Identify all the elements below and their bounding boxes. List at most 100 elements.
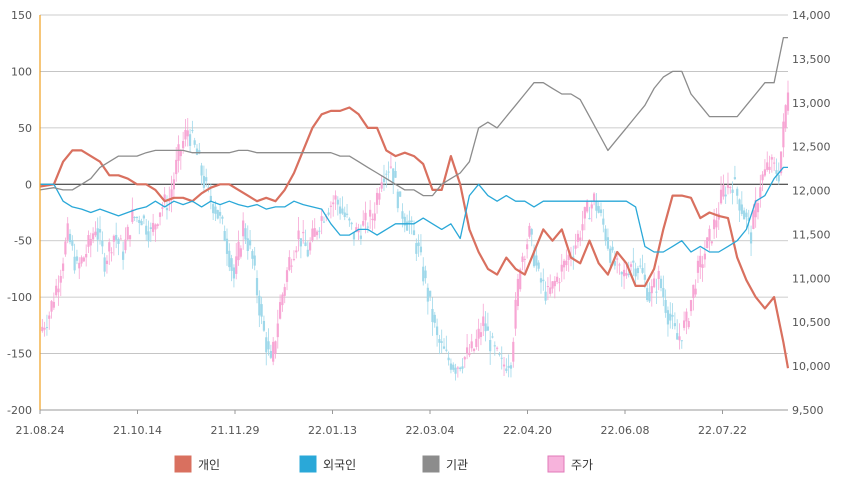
candle-body	[586, 201, 589, 212]
candle-body	[655, 291, 658, 293]
candle-body	[242, 220, 245, 237]
candle-body	[678, 336, 681, 341]
candle-body	[553, 280, 556, 287]
legend-item: 기관	[422, 455, 468, 473]
candle-body	[696, 260, 700, 273]
candle-body	[156, 224, 159, 227]
candle-body	[632, 260, 635, 263]
candle-body	[588, 218, 591, 220]
candle-body	[188, 134, 192, 146]
candle-body	[299, 238, 302, 247]
candle-body	[498, 353, 501, 355]
legend-label: 외국인	[323, 458, 356, 472]
candle-body	[526, 244, 529, 250]
candle-body	[435, 326, 439, 336]
price-candles	[41, 80, 790, 381]
candle-body	[752, 210, 755, 229]
candle-body	[405, 221, 409, 231]
candle-body	[94, 231, 97, 236]
candle-body	[394, 170, 397, 178]
candle-body	[59, 276, 62, 283]
candle-body	[745, 212, 748, 218]
candle-body	[634, 268, 637, 277]
candle-body	[676, 333, 679, 340]
candle-body	[683, 320, 686, 328]
candle-body	[625, 272, 628, 276]
candle-body	[472, 348, 476, 351]
candle-body	[292, 258, 296, 260]
candle-body	[770, 157, 773, 160]
candle-body	[297, 230, 300, 240]
candle-body	[512, 341, 515, 362]
candle-body	[327, 212, 330, 215]
candle-body	[544, 291, 547, 301]
candle-body	[57, 288, 60, 293]
legend-item: 개인	[174, 455, 220, 473]
candle-body	[131, 209, 134, 222]
candle-body	[362, 221, 365, 226]
candle-body	[703, 253, 706, 260]
candle-body	[98, 229, 102, 233]
x-tick-label: 21.10.14	[113, 424, 162, 437]
candle-body	[334, 195, 337, 200]
candle-body	[590, 204, 593, 209]
candle-body	[431, 308, 434, 323]
candle-body	[105, 260, 109, 265]
candle-body	[652, 278, 656, 288]
candle-body	[731, 189, 734, 193]
candle-body	[595, 201, 598, 211]
candle-body	[89, 238, 92, 246]
candle-body	[117, 239, 120, 244]
candle-body	[68, 233, 72, 243]
candle-body	[309, 242, 312, 251]
candle-body	[657, 270, 660, 280]
candle-body	[583, 207, 586, 219]
candle-body	[530, 229, 533, 235]
series-line-개인	[39, 106, 790, 369]
candle-body	[773, 162, 776, 164]
candle-body	[230, 258, 233, 271]
candle-body	[55, 285, 58, 296]
candle-body	[620, 271, 623, 275]
candle-body	[66, 223, 69, 240]
candle-body	[417, 242, 420, 247]
candle-body	[572, 256, 575, 258]
candle-body	[786, 92, 790, 111]
candle-body	[373, 213, 376, 221]
candle-body	[202, 176, 206, 188]
candle-body	[521, 256, 524, 262]
candle-body	[669, 313, 672, 321]
x-tick-label: 22.06.08	[601, 424, 650, 437]
candle-body	[456, 367, 459, 369]
candle-body	[184, 129, 187, 140]
candle-body	[424, 270, 427, 279]
candle-body	[315, 231, 319, 236]
candle-body	[382, 178, 386, 183]
candle-body	[246, 238, 249, 251]
candle-body	[740, 204, 743, 214]
candle-body	[177, 144, 180, 161]
candle-body	[223, 231, 226, 241]
candle-body	[449, 363, 453, 370]
candle-body	[348, 218, 351, 221]
candle-body	[567, 254, 570, 261]
candle-body	[470, 341, 473, 349]
candle-body	[775, 170, 778, 174]
candle-body	[272, 341, 275, 362]
candle-body	[276, 323, 279, 338]
candle-body	[606, 237, 610, 249]
candle-body	[574, 245, 577, 249]
candle-body	[581, 224, 584, 231]
candle-body	[539, 278, 543, 283]
candle-body	[108, 242, 111, 252]
candle-body	[396, 191, 399, 209]
candle-body	[345, 213, 349, 215]
x-tick-label: 21.08.24	[16, 424, 65, 437]
candle-body	[145, 225, 148, 235]
candle-body	[468, 352, 471, 356]
candle-body	[78, 262, 81, 269]
candle-body	[452, 364, 455, 370]
right-tick-label: 9,500	[792, 404, 824, 417]
candle-body	[779, 151, 783, 174]
candle-body	[352, 232, 356, 240]
